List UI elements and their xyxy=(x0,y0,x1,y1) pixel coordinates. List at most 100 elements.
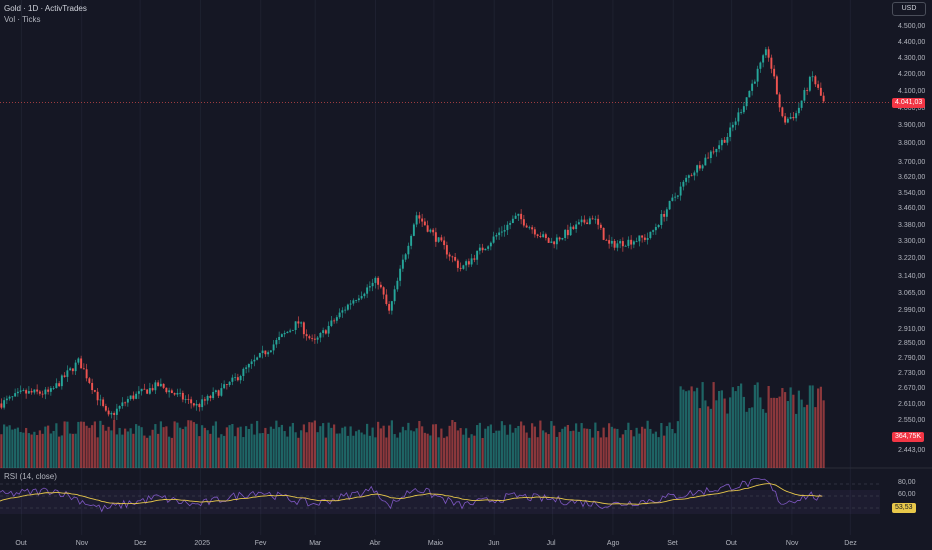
candle-body xyxy=(566,229,569,236)
volume-bar xyxy=(723,398,726,468)
candle-body xyxy=(613,240,616,248)
volume-bar xyxy=(71,433,74,468)
candle-body xyxy=(654,227,657,231)
candle-body xyxy=(418,215,421,219)
candle-body xyxy=(74,362,77,372)
candle-body xyxy=(377,277,380,285)
volume-bar xyxy=(8,425,11,468)
volume-bar xyxy=(247,428,250,468)
candle-body xyxy=(404,254,407,260)
candle-body xyxy=(429,229,432,232)
volume-bar xyxy=(423,432,426,468)
volume-bar xyxy=(781,388,784,468)
candle-body xyxy=(478,247,481,251)
candle-body xyxy=(3,400,6,408)
volume-bar xyxy=(520,421,523,468)
candle-body xyxy=(506,224,509,231)
candle-body xyxy=(423,221,426,226)
candle-body xyxy=(58,383,61,387)
candle-body xyxy=(687,175,690,178)
volume-bar xyxy=(819,386,822,468)
volume-bar xyxy=(77,421,80,468)
candle-body xyxy=(495,235,498,237)
candle-body xyxy=(231,377,234,382)
volume-bar xyxy=(800,399,803,468)
volume-bar xyxy=(731,387,734,468)
candle-body xyxy=(509,223,512,225)
volume-bar xyxy=(352,435,355,468)
volume-bar xyxy=(786,401,789,468)
volume-bar xyxy=(498,430,501,468)
volume-bar xyxy=(569,431,572,468)
volume-bar xyxy=(685,391,688,468)
volume-bar xyxy=(129,428,132,468)
candle-body xyxy=(665,209,668,217)
volume-bar xyxy=(478,422,481,468)
time-tick-label: Nov xyxy=(785,540,799,547)
candle-body xyxy=(71,368,74,372)
candle-body xyxy=(811,76,814,78)
volume-bar xyxy=(38,430,41,468)
volume-bar xyxy=(338,433,341,468)
volume-bar xyxy=(25,427,28,468)
volume-bar xyxy=(355,431,358,468)
candle-body xyxy=(580,219,583,223)
volume-bar xyxy=(561,428,564,468)
candle-body xyxy=(522,219,525,226)
volume-bar xyxy=(401,426,404,468)
volume-bar xyxy=(671,428,674,468)
volume-bar xyxy=(344,426,347,468)
candle-body xyxy=(324,330,327,334)
candle-body xyxy=(382,287,385,295)
time-tick-label: Maio xyxy=(427,540,444,547)
candle-body xyxy=(201,399,204,408)
price-tick-label: 4.500,00 xyxy=(898,23,926,30)
candle-body xyxy=(330,320,333,326)
volume-bar xyxy=(456,430,459,468)
price-tick-label: 4.100,00 xyxy=(898,87,926,95)
candle-body xyxy=(459,267,462,269)
volume-bar xyxy=(594,422,597,468)
volume-bar xyxy=(319,426,322,468)
time-tick-label: Ago xyxy=(606,540,620,547)
volume-bar xyxy=(5,426,8,468)
volume-bar xyxy=(245,426,248,468)
volume-bar xyxy=(792,394,795,468)
volume-bar xyxy=(99,420,102,468)
candle-body xyxy=(737,112,740,122)
rsi-tick-label: 60,00 xyxy=(898,491,916,498)
volume-bar xyxy=(154,424,157,468)
candle-body xyxy=(489,242,492,247)
volume-bar xyxy=(366,423,369,468)
volume-bar xyxy=(583,428,586,468)
candle-body xyxy=(553,241,556,245)
volume-bar xyxy=(484,428,487,468)
candle-body xyxy=(542,234,545,238)
rsi-band xyxy=(0,490,880,514)
candle-body xyxy=(49,388,52,392)
volume-bar xyxy=(253,434,256,468)
volume-bar xyxy=(311,422,314,468)
volume-bar xyxy=(137,425,140,468)
volume-bar xyxy=(228,425,231,468)
candle-body xyxy=(0,403,3,408)
candle-body xyxy=(806,90,809,91)
candle-body xyxy=(355,300,358,301)
candle-body xyxy=(649,231,652,238)
candle-body xyxy=(346,304,349,310)
candle-body xyxy=(500,231,503,233)
candle-body xyxy=(209,395,212,399)
candle-body xyxy=(132,395,135,399)
candle-body xyxy=(308,336,311,339)
volume-bar xyxy=(278,427,281,468)
candle-body xyxy=(170,390,173,394)
volume-bar xyxy=(432,424,435,468)
volume-bar xyxy=(748,408,751,468)
volume-bars xyxy=(0,382,825,468)
candle-body xyxy=(77,358,80,363)
currency-selector[interactable]: USD xyxy=(892,2,926,16)
volume-bar xyxy=(544,432,547,468)
candle-body xyxy=(698,165,701,169)
candle-body xyxy=(476,250,479,260)
